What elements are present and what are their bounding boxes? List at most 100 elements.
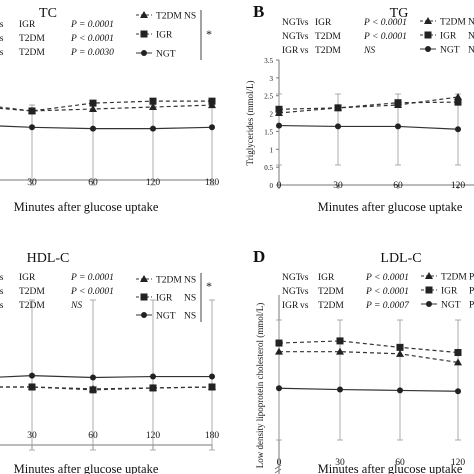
point-ngt [397,387,403,394]
x-tick-label: 60 [395,458,405,468]
x-axis-label: Minutes after glucose uptake [14,462,159,474]
legend-marker-t2dm [425,272,433,279]
comparison-p: P < 0.0001 [70,34,114,44]
series-line-ngt [278,124,459,130]
x-tick-label: 120 [451,458,466,468]
series-line-t2dm [279,351,459,364]
legend-sig: NS [468,32,474,42]
point-ngt [90,374,96,381]
legend-sig: P [469,273,474,283]
point-igr [28,107,36,115]
y-axis-label: Triglycerides (mmol/L) [245,81,255,166]
comparison-right: T2DM [19,34,45,44]
point-ngt [276,385,282,392]
x-tick-label: 30 [333,181,343,191]
legend-label: IGR [441,287,458,297]
point-igr [394,99,402,107]
comparison-right: IGR [318,273,335,283]
point-ngt [29,372,35,379]
y-tick-label: 2.5 [264,93,273,101]
comparison-p: P < 0.0001 [363,32,407,42]
comparison-p: NS [363,46,375,56]
y-tick-label: 3.5 [264,57,273,65]
legend-sig: N [468,18,474,28]
point-igr [454,349,462,357]
legend-sig: NS [184,294,196,304]
comparison-vs: vs [0,48,4,58]
comparison-p: P = 0.0001 [70,273,114,283]
legend-label: NGT [440,46,460,56]
legend-marker-ngt [426,301,432,307]
comparison-right: T2DM [318,287,344,297]
point-igr [89,99,97,107]
legend-marker-ngt [141,50,147,56]
comparison-left: NGT [282,32,302,42]
legend-marker-igr [140,30,148,38]
point-igr [275,105,283,113]
significance-star: * [206,27,212,41]
series-line-t2dm [278,96,459,114]
comparison-p: P = 0.0030 [70,48,114,58]
point-ngt [209,124,215,131]
comparison-vs: vs [300,287,309,297]
point-igr [208,97,216,105]
comparison-left: IGR [282,46,299,56]
y-axis-label: Low density lipoprotein cholesterol (mmo… [255,303,265,468]
legend-label: T2DM [156,276,182,286]
legend-label: IGR [440,32,457,42]
point-igr [454,98,462,106]
point-t2dm [149,103,157,111]
point-t2dm [396,349,404,357]
comparison-p: P < 0.0001 [365,287,409,297]
point-ngt [90,125,96,132]
legend-sig: P [469,301,474,311]
comparison-p: P < 0.0001 [70,287,114,297]
comparison-vs: vs [300,273,309,283]
legend-sig: NS [468,46,474,56]
point-ngt [29,124,35,131]
comparison-vs: vs [300,18,309,28]
point-igr [396,343,404,351]
comparison-vs: vs [0,20,4,30]
comparison-right: IGR [19,20,36,30]
y-tick-label: 0.5 [264,164,273,172]
comparison-left: NGT [282,273,302,283]
legend-label: IGR [156,294,173,304]
y-tick-label: 0 [270,182,274,190]
panel-letter: B [253,2,264,21]
panel-title: TG [390,6,409,21]
point-ngt [150,125,156,132]
y-tick-label: 1.5 [264,128,273,136]
x-tick-label: 30 [335,458,345,468]
comparison-vs: vs [0,287,4,297]
x-axis-label: Minutes after glucose uptake [318,462,463,474]
comparison-p: P = 0.0001 [70,20,114,30]
legend-label: T2DM [440,18,466,28]
point-t2dm [454,358,462,366]
comparison-vs: vs [300,301,309,311]
comparison-right: IGR [19,273,36,283]
comparison-p: NS [70,301,82,311]
comparison-right: T2DM [315,32,341,42]
series-line-igr [278,101,459,110]
point-t2dm [89,105,97,112]
comparison-p: P = 0.0007 [365,301,410,311]
comparison-vs: vs [300,46,309,56]
comparison-p: P < 0.0001 [363,18,407,28]
significance-star: * [206,279,212,293]
x-axis-label: Minutes after glucose uptake [14,200,159,214]
comparison-right: IGR [315,18,332,28]
point-igr [89,386,97,394]
x-tick-label: 60 [393,181,403,191]
comparison-left: IGR [282,301,299,311]
legend-label: T2DM [441,273,467,283]
point-igr [149,97,157,105]
point-ngt [395,123,401,130]
comparison-vs: vs [0,301,4,311]
comparison-vs: vs [0,34,4,44]
legend-marker-t2dm [140,275,148,282]
